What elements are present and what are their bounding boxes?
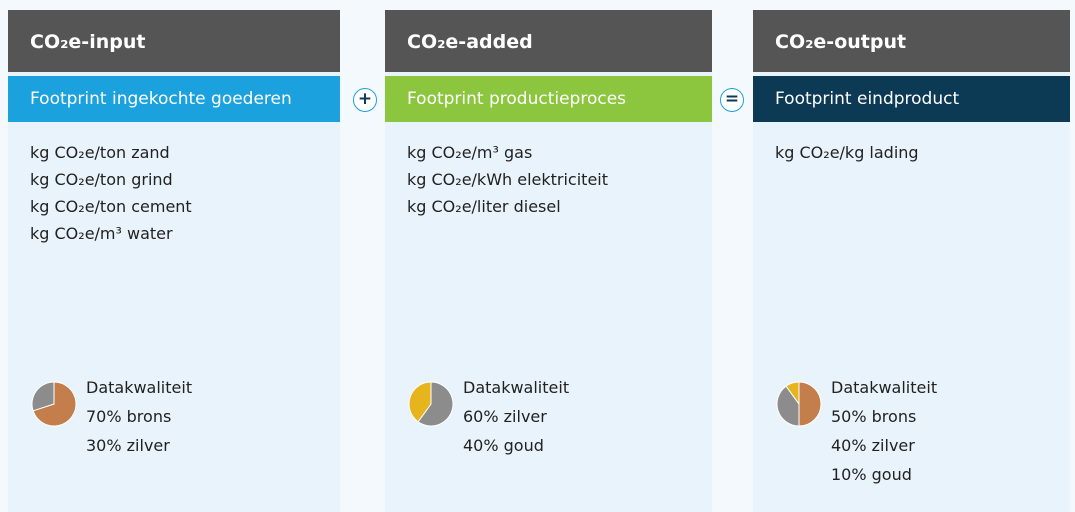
column-title: CO₂e-added [385,10,712,72]
pie-slice [799,382,821,426]
quality-pie [775,380,823,428]
unit-item: kg CO₂e/ton zand [30,143,170,162]
operator: = [720,88,744,112]
column-title: CO₂e-input [8,10,340,72]
unit-item: kg CO₂e/ton cement [30,197,192,216]
unit-item: kg CO₂e/liter diesel [407,197,561,216]
quality-line: 10% goud [831,465,912,484]
quality-pie [407,380,455,428]
column-subtitle: Footprint eindproduct [753,76,1070,122]
unit-item: kg CO₂e/kWh elektriciteit [407,170,608,189]
quality-title: Datakwaliteit [463,378,569,397]
quality-line: 60% zilver [463,407,547,426]
quality-title: Datakwaliteit [831,378,937,397]
operator: + [353,88,377,112]
quality-line: 50% brons [831,407,916,426]
unit-item: kg CO₂e/m³ water [30,224,173,243]
quality-title: Datakwaliteit [86,378,192,397]
quality-line: 40% zilver [831,436,915,455]
unit-item: kg CO₂e/ton grind [30,170,173,189]
column-title: CO₂e-output [753,10,1070,72]
quality-line: 30% zilver [86,436,170,455]
column-subtitle: Footprint ingekochte goederen [8,76,340,122]
quality-pie [30,380,78,428]
unit-item: kg CO₂e/kg lading [775,143,919,162]
quality-line: 70% brons [86,407,171,426]
infographic: CO₂e-inputFootprint ingekochte goederen k… [0,0,1075,512]
column-subtitle: Footprint productieproces [385,76,712,122]
quality-line: 40% goud [463,436,544,455]
unit-item: kg CO₂e/m³ gas [407,143,532,162]
